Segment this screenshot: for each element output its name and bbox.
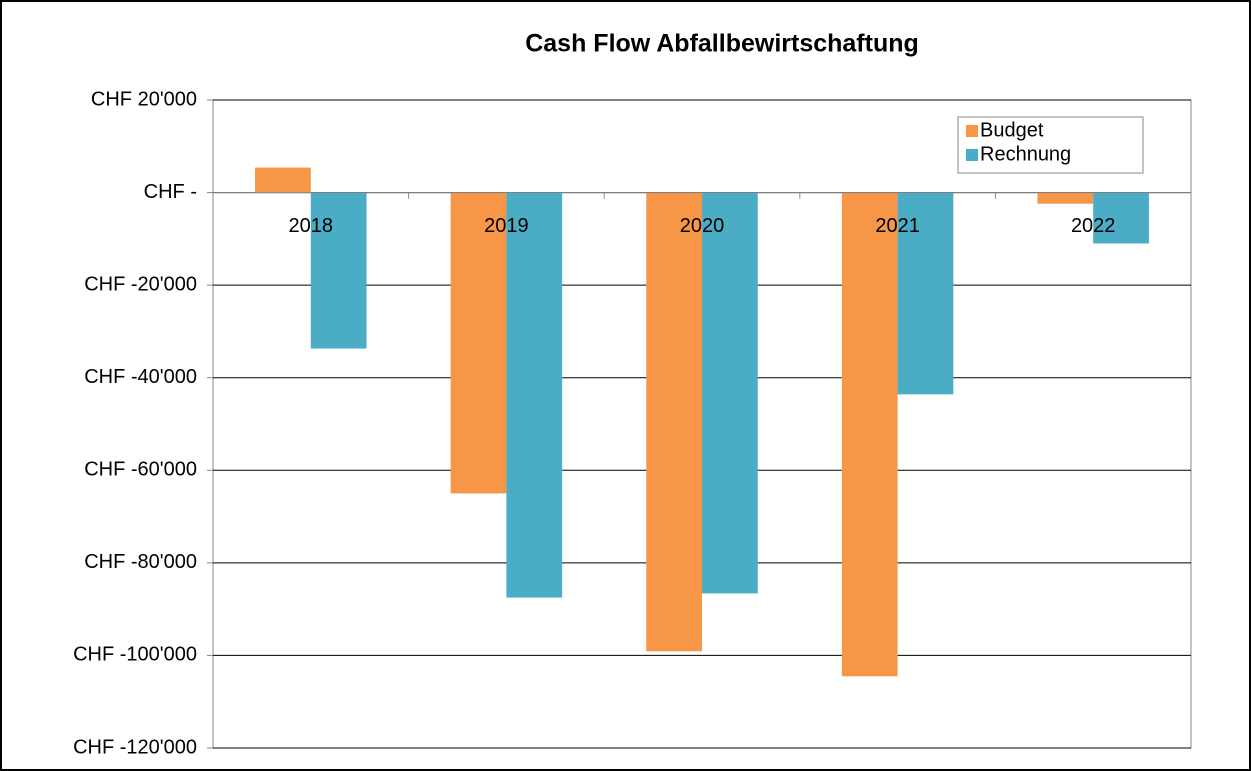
y-tick-label: CHF -120'000 [73,736,197,758]
y-tick-label: CHF -100'000 [73,644,197,666]
y-tick-label: CHF -80'000 [84,551,197,573]
y-tick-label: CHF -60'000 [84,459,197,481]
bar [841,192,898,677]
legend-label: Budget [980,119,1044,141]
y-tick-label: CHF -20'000 [84,273,197,295]
chart-title: Cash Flow Abfallbewirtschaftung [525,30,919,58]
bar [646,192,702,652]
x-tick-label: 2021 [875,215,920,237]
x-tick-label: 2018 [289,215,334,237]
x-tick-label: 2022 [1071,215,1116,237]
bar [897,192,954,395]
bar [506,192,563,598]
y-tick-label: CHF -40'000 [84,366,197,388]
legend-swatch [966,125,978,137]
bar [450,192,507,494]
bar [310,192,367,349]
bar [1037,192,1094,204]
bar [255,167,311,193]
y-tick-label: CHF 20'000 [91,88,197,110]
x-tick-label: 2020 [680,215,725,237]
bar [702,192,758,594]
x-tick-label: 2019 [484,215,529,237]
legend-label: Rechnung [980,143,1071,165]
bar [1093,192,1149,244]
legend-swatch [966,149,978,161]
y-tick-label: CHF - [144,181,197,203]
legend-box [957,116,1144,174]
